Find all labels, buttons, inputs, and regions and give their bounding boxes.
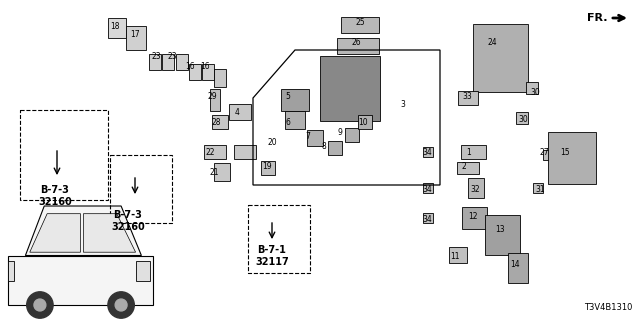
Text: 3: 3 xyxy=(400,100,405,109)
Bar xyxy=(149,54,161,70)
Text: 16: 16 xyxy=(200,62,210,71)
Bar xyxy=(461,145,486,159)
Bar xyxy=(307,130,323,146)
Bar xyxy=(533,183,543,193)
Text: B-7-1
32117: B-7-1 32117 xyxy=(255,245,289,267)
Text: 24: 24 xyxy=(488,38,498,47)
Bar xyxy=(214,163,230,181)
Text: 20: 20 xyxy=(268,138,278,147)
Text: 2: 2 xyxy=(462,162,467,171)
Bar xyxy=(126,26,146,50)
Bar xyxy=(320,55,380,121)
Bar xyxy=(423,213,433,223)
Circle shape xyxy=(115,299,127,311)
Bar xyxy=(176,54,188,70)
Bar xyxy=(423,147,433,157)
Text: 25: 25 xyxy=(355,18,365,27)
Bar xyxy=(516,112,528,124)
Text: 23: 23 xyxy=(168,52,178,61)
Text: 34: 34 xyxy=(422,215,432,224)
Text: 8: 8 xyxy=(322,142,327,151)
Text: B-7-3
32160: B-7-3 32160 xyxy=(38,185,72,207)
Text: 14: 14 xyxy=(510,260,520,269)
Text: 34: 34 xyxy=(422,185,432,194)
Bar xyxy=(341,17,379,33)
Text: 12: 12 xyxy=(468,212,477,221)
Text: 1: 1 xyxy=(466,148,471,157)
Text: 13: 13 xyxy=(495,225,504,234)
Polygon shape xyxy=(26,206,141,255)
Text: 17: 17 xyxy=(130,30,140,39)
Bar xyxy=(285,111,305,129)
Text: 30: 30 xyxy=(530,88,540,97)
Bar xyxy=(423,183,433,193)
Circle shape xyxy=(27,292,53,318)
Bar xyxy=(543,150,553,160)
Text: 7: 7 xyxy=(305,132,310,141)
Text: 31: 31 xyxy=(535,185,545,194)
Text: 18: 18 xyxy=(110,22,120,31)
Bar xyxy=(472,24,527,92)
Bar xyxy=(449,247,467,263)
Bar xyxy=(214,69,226,87)
Bar xyxy=(337,38,379,54)
Bar xyxy=(248,205,310,273)
Text: 10: 10 xyxy=(358,118,367,127)
Bar xyxy=(8,261,14,281)
Text: 32: 32 xyxy=(470,185,479,194)
Bar xyxy=(508,253,528,283)
Text: FR.: FR. xyxy=(588,13,608,23)
Bar xyxy=(162,54,174,70)
Text: 21: 21 xyxy=(210,168,220,177)
Text: T3V4B1310: T3V4B1310 xyxy=(584,303,632,312)
Bar xyxy=(281,89,309,111)
Circle shape xyxy=(34,299,46,311)
Text: 26: 26 xyxy=(352,38,362,47)
Bar xyxy=(548,132,596,184)
Bar xyxy=(110,155,172,223)
Text: 30: 30 xyxy=(518,115,528,124)
Text: 29: 29 xyxy=(208,92,218,101)
Bar xyxy=(457,162,479,174)
Bar xyxy=(234,145,256,159)
Bar xyxy=(108,18,126,38)
Bar xyxy=(358,115,372,129)
Text: 16: 16 xyxy=(185,62,195,71)
Bar xyxy=(136,261,150,281)
Text: 11: 11 xyxy=(450,252,460,261)
Bar xyxy=(484,215,520,255)
Bar xyxy=(468,178,484,198)
Text: 33: 33 xyxy=(462,92,472,101)
Bar xyxy=(204,145,226,159)
Text: 6: 6 xyxy=(285,118,290,127)
Bar xyxy=(20,110,108,200)
Bar xyxy=(261,161,275,175)
Text: 4: 4 xyxy=(235,108,240,117)
Text: B-7-3
32160: B-7-3 32160 xyxy=(111,210,145,232)
Text: 9: 9 xyxy=(338,128,343,137)
Bar xyxy=(202,64,214,80)
Bar xyxy=(189,64,201,80)
Polygon shape xyxy=(83,214,136,252)
Bar xyxy=(345,128,359,142)
Text: 28: 28 xyxy=(212,118,221,127)
Text: 34: 34 xyxy=(422,148,432,157)
Text: 5: 5 xyxy=(285,92,290,101)
Bar xyxy=(210,89,220,111)
Bar xyxy=(212,115,228,129)
Polygon shape xyxy=(29,214,81,252)
Bar xyxy=(328,141,342,155)
Bar xyxy=(458,91,478,105)
Bar xyxy=(461,207,486,229)
Text: 22: 22 xyxy=(205,148,214,157)
Circle shape xyxy=(108,292,134,318)
Text: 23: 23 xyxy=(152,52,162,61)
Text: 15: 15 xyxy=(560,148,570,157)
Bar xyxy=(229,104,251,120)
Text: 19: 19 xyxy=(262,162,271,171)
Bar xyxy=(526,82,538,94)
Text: 27: 27 xyxy=(540,148,550,157)
Bar xyxy=(8,255,153,305)
